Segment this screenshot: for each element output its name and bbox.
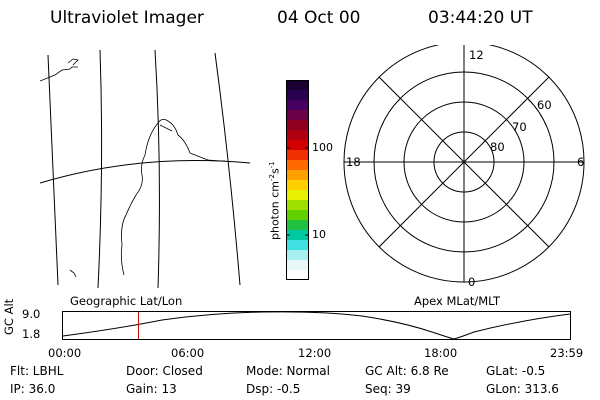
lat-label-70: 70 — [512, 120, 527, 134]
colorbar-segment — [286, 230, 309, 241]
longitude-line — [214, 52, 241, 286]
timeline-frame — [62, 311, 571, 340]
coastline — [120, 154, 146, 276]
timeline-xtick-1800: 18:00 — [424, 346, 458, 360]
mode-status: Mode: Normal — [246, 364, 330, 378]
colorbar-segment — [286, 150, 309, 161]
timeline-ytick-top: 9.0 — [22, 307, 41, 321]
geographic-coords-label: Geographic Lat/Lon — [70, 294, 183, 308]
colorbar-segment — [286, 130, 309, 141]
lat-label-80: 80 — [490, 140, 505, 154]
longitude-line — [47, 54, 59, 286]
geographic-longitude: GLon: 313.6 — [486, 382, 559, 396]
colorbar-segment — [286, 250, 309, 261]
altitude-curve — [62, 311, 571, 340]
timeline-xtick-2359: 23:59 — [550, 346, 584, 360]
colorbar — [286, 80, 309, 281]
lat-label-60: 60 — [537, 98, 552, 112]
mlt-label-18: 18 — [346, 155, 361, 169]
colorbar-segment — [286, 120, 309, 131]
polar-diagonal — [378, 76, 550, 248]
coastline — [40, 66, 78, 82]
timeline-xtick-0000: 00:00 — [48, 346, 82, 360]
ip-status: IP: 36.0 — [10, 382, 56, 396]
apex-coords-label: Apex MLat/MLT — [414, 294, 501, 308]
geographic-latitude: GLat: -0.5 — [486, 364, 546, 378]
timeline-xtick-0600: 06:00 — [171, 346, 205, 360]
coastline — [67, 58, 79, 66]
colorbar-tick-100: 100 — [312, 141, 333, 154]
colorbar-segment — [286, 140, 309, 151]
coastline — [144, 119, 226, 162]
mlt-label-0: 0 — [468, 275, 476, 289]
colorbar-axis-label: photon cm-2s-1 — [268, 161, 282, 240]
filter-status: Flt: LBHL — [10, 364, 64, 378]
colorbar-segment — [286, 220, 309, 231]
mlt-label-6: 6 — [577, 155, 585, 169]
instrument-title: Ultraviolet Imager — [50, 8, 204, 28]
colorbar-segment — [286, 270, 309, 281]
colorbar-segment — [286, 170, 309, 181]
date-label: 04 Oct 00 — [277, 8, 361, 28]
dsp-status: Dsp: -0.5 — [246, 382, 301, 396]
door-status: Door: Closed — [126, 364, 203, 378]
longitude-line — [97, 49, 103, 289]
colorbar-segment — [286, 80, 309, 91]
colorbar-segment — [286, 90, 309, 101]
gc-altitude-status: GC Alt: 6.8 Re — [365, 364, 449, 378]
colorbar-segment — [286, 240, 309, 251]
geographic-map — [40, 49, 251, 289]
mlt-label-12: 12 — [469, 48, 484, 62]
time-label: 03:44:20 UT — [428, 8, 533, 28]
coastline — [69, 269, 77, 278]
colorbar-segment — [286, 210, 309, 221]
altitude-timeline — [62, 311, 571, 340]
colorbar-segment — [286, 190, 309, 201]
colorbar-segment — [286, 160, 309, 171]
polar-plot — [343, 45, 585, 283]
colorbar-frame — [286, 80, 309, 280]
timeline-ytick-bottom: 1.8 — [22, 327, 41, 341]
colorbar-segment — [286, 200, 309, 211]
colorbar-segment — [286, 260, 309, 271]
latitude-line — [40, 160, 251, 184]
coastline — [159, 124, 173, 132]
longitude-line — [154, 49, 160, 289]
timeline-xtick-1200: 12:00 — [298, 346, 332, 360]
gain-status: Gain: 13 — [126, 382, 177, 396]
colorbar-segment — [286, 100, 309, 111]
colorbar-segment — [286, 110, 309, 121]
colorbar-tick-10: 10 — [312, 228, 326, 241]
colorbar-segment — [286, 180, 309, 191]
timeline-axis-label: GC Alt — [2, 298, 16, 335]
sequence-status: Seq: 39 — [365, 382, 411, 396]
